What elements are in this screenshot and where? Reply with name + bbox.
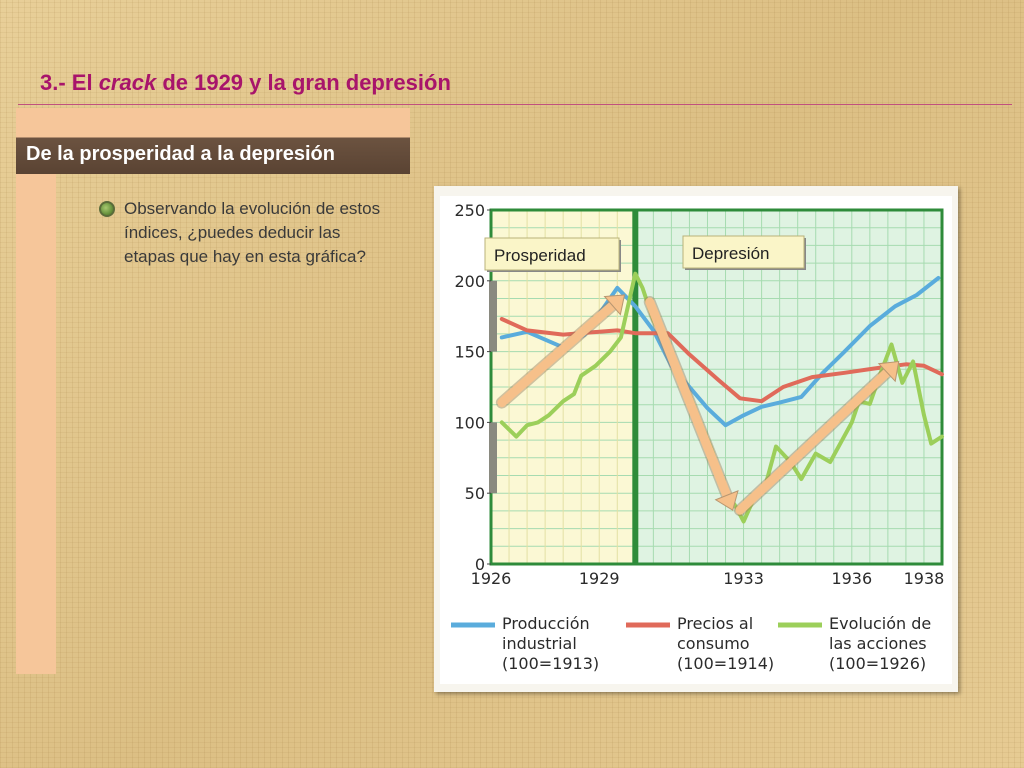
section-tab <box>16 108 410 174</box>
title-suffix: de 1929 y la gran depresión <box>156 70 451 95</box>
legend-label: Precios al <box>677 614 753 633</box>
stage-label-box <box>484 237 620 271</box>
stage-label-0: Prosperidad <box>484 237 621 272</box>
trend-arrow <box>497 301 617 408</box>
x-tick-label: 1933 <box>723 569 764 588</box>
y-tick-label: 100 <box>454 413 485 432</box>
title-italic-word: crack <box>98 70 157 95</box>
x-tick-label: 1926 <box>471 569 512 588</box>
legend-label: industrial <box>502 634 577 653</box>
x-tick-label: 1936 <box>831 569 872 588</box>
legend-label: Producción <box>502 614 590 633</box>
series-line-prices <box>499 317 944 404</box>
left-decorative-strip <box>16 108 56 674</box>
legend-label: Evolución de <box>829 614 931 633</box>
trend-arrow-head <box>877 360 900 383</box>
y-tick-label: 200 <box>454 272 485 291</box>
chart-frame: 0 50 100 150 200 250 1926 1929 1933 1936 1938 Pros… <box>434 186 958 692</box>
x-tick-label: 1929 <box>579 569 620 588</box>
legend-label: consumo <box>677 634 750 653</box>
y-tick-label: 0 <box>475 555 485 574</box>
title-divider <box>18 104 1012 105</box>
section-tab-label: De la prosperidad a la depresión <box>26 143 335 165</box>
slide-title: 3.- El crack de 1929 y la gran depresión <box>40 70 451 96</box>
trend-arrow-head <box>603 294 626 316</box>
stage-label-box <box>682 235 805 269</box>
legend-label: las acciones <box>829 634 927 653</box>
plot-border <box>489 208 944 566</box>
stage-label-text: Depresión <box>692 244 770 263</box>
y-tick-label: 50 <box>465 484 485 503</box>
trend-arrow <box>645 297 732 500</box>
stage-label-1: Depresión <box>682 235 806 270</box>
legend-label: (100=1913) <box>502 654 599 673</box>
x-tick-label: 1938 <box>904 569 945 588</box>
bullet-icon <box>99 201 115 217</box>
axis-marker <box>489 422 497 494</box>
y-tick-label: 150 <box>454 343 485 362</box>
line-chart: 0 50 100 150 200 250 1926 1929 1933 1936 1938 Pros… <box>440 196 952 684</box>
trend-arrow <box>735 367 892 515</box>
stage-label-text: Prosperidad <box>494 246 586 265</box>
legend-label: (100=1926) <box>829 654 926 673</box>
axis-marker <box>489 280 497 352</box>
bullet-text: Observando la evolución de estos índices… <box>124 199 381 266</box>
y-tick-label: 250 <box>454 201 485 220</box>
trend-arrow-head <box>714 490 739 511</box>
title-prefix: 3.- El <box>40 70 99 95</box>
legend-label: (100=1914) <box>677 654 774 673</box>
